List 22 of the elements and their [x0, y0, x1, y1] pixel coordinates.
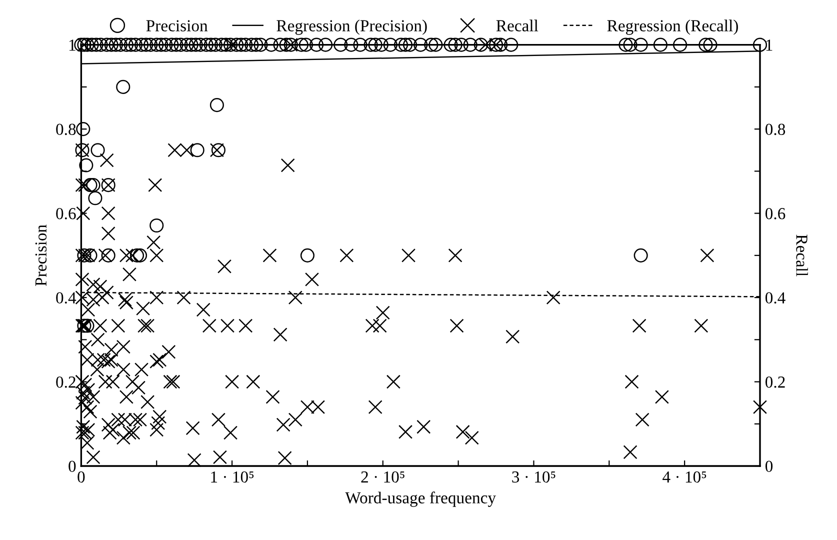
y-axis-title: Precision: [35, 224, 47, 286]
legend-label: Recall: [496, 20, 538, 32]
y-tick-label: 0.4: [56, 292, 76, 304]
legend-label: Regression (Precision): [276, 20, 427, 35]
y-tick-label: 0: [68, 460, 76, 472]
y-tick-label: 0.8: [56, 124, 76, 136]
y-tick-label: 0.2: [56, 376, 76, 388]
legend-label: Precision: [146, 20, 208, 32]
x-tick-label: 3 · 10⁵: [512, 471, 556, 483]
x-tick-label: 0: [78, 471, 85, 483]
y-tick-label: 0.6: [56, 208, 76, 220]
y2-tick-label: 0: [765, 460, 773, 472]
y2-tick-label: 0.8: [765, 124, 786, 136]
x-tick-label: 2 · 10⁵: [361, 471, 404, 483]
y2-tick-label: 0.6: [765, 208, 786, 220]
x-tick-label: 4 · 10⁵: [662, 471, 706, 483]
x-axis-title: Word-usage frequency: [345, 492, 496, 507]
x-tick-label: 1 · 10⁵: [211, 471, 254, 483]
y2-axis-title: Recall: [796, 234, 808, 276]
legend-label: Regression (Recall): [607, 20, 738, 35]
y2-tick-label: 0.2: [765, 376, 785, 388]
y2-tick-label: 0.4: [765, 292, 786, 304]
